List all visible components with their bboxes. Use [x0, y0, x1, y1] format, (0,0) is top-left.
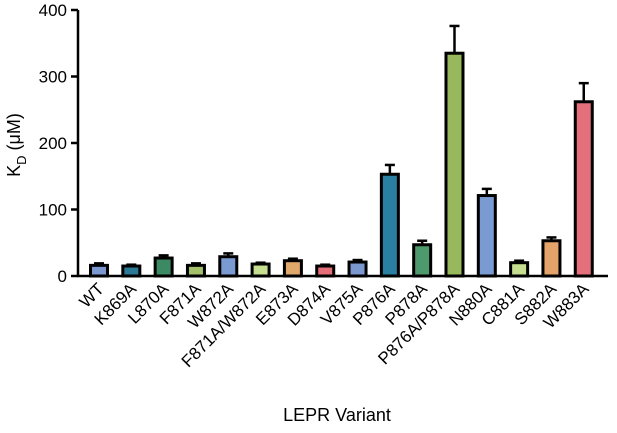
x-axis-title: LEPR Variant: [283, 405, 391, 425]
bar: [444, 51, 465, 278]
bar: [250, 262, 271, 278]
y-tick-label: 200: [39, 134, 67, 153]
y-axis-ticks: 0 100 200 300 400: [39, 1, 78, 286]
bar: [185, 263, 206, 278]
bar: [379, 172, 400, 278]
y-tick-label: 300: [39, 68, 67, 87]
bar: [89, 263, 110, 278]
bar: [282, 259, 303, 278]
bar: [315, 264, 336, 278]
bar: [541, 239, 562, 278]
error-bars: [94, 24, 589, 267]
bars: [89, 51, 594, 278]
bar: [218, 255, 239, 278]
bar: [412, 243, 433, 278]
bar: [153, 256, 174, 278]
x-axis-category-labels: WTK869AL870AF871AW872AF871A/W872AE873AD8…: [76, 279, 593, 371]
bar: [573, 100, 594, 278]
bar: [347, 260, 368, 278]
bar: [509, 261, 530, 278]
y-tick-label: 0: [58, 267, 67, 286]
y-tick-label: 100: [39, 201, 67, 220]
bar: [121, 264, 142, 278]
y-tick-label: 400: [39, 1, 67, 20]
bar: [476, 194, 497, 278]
y-axis-title: KD (μM): [4, 113, 29, 177]
